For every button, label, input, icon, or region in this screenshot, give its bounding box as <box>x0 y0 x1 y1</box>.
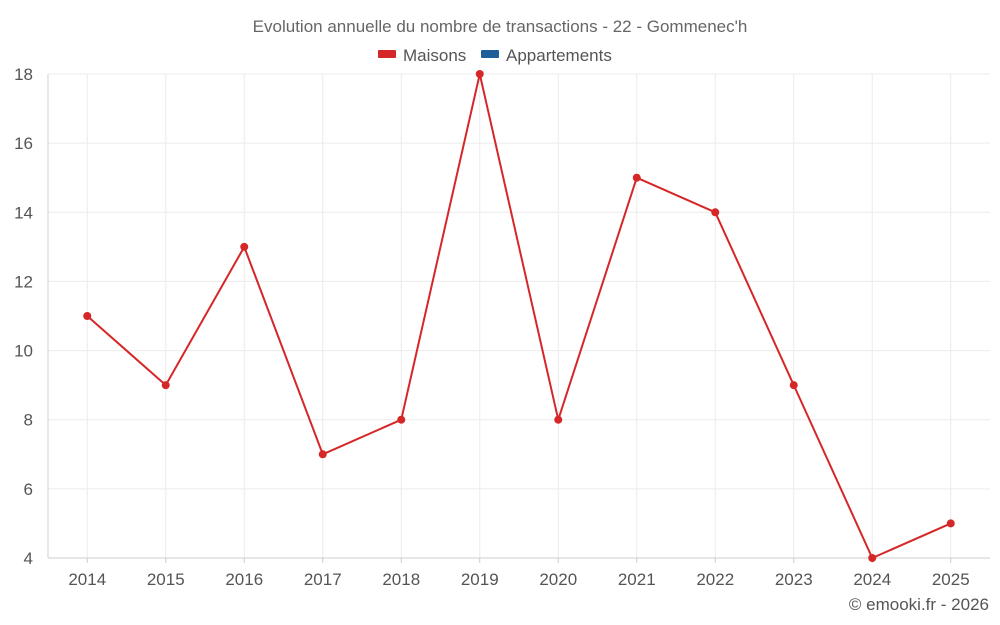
y-axis-tick-labels: 4 6 8 10 12 14 16 18 <box>14 65 33 568</box>
x-tick-label: 2015 <box>147 570 185 589</box>
data-point-maisons <box>711 208 720 217</box>
data-point-maisons <box>789 381 798 390</box>
data-point-maisons <box>83 312 92 320</box>
y-tick-label: 16 <box>14 134 33 153</box>
x-tick-label: 2020 <box>539 570 577 589</box>
y-tick-label: 6 <box>24 480 33 499</box>
chart-legend: Maisons Appartements <box>378 46 612 65</box>
x-tick-label: 2023 <box>775 570 813 589</box>
legend-swatch-appartements <box>481 50 499 58</box>
data-point-maisons <box>632 173 641 182</box>
data-point-maisons <box>868 554 877 562</box>
chart-grid <box>48 73 990 558</box>
x-tick-label: 2022 <box>696 570 734 589</box>
chart-axes <box>47 74 990 563</box>
series-points <box>83 70 955 562</box>
series-line-maisons <box>86 73 952 559</box>
y-tick-label: 4 <box>24 549 33 568</box>
x-tick-label: 2017 <box>304 570 342 589</box>
data-point-maisons <box>946 519 955 528</box>
legend-label-maisons: Maisons <box>403 46 466 65</box>
legend-label-appartements: Appartements <box>506 46 612 65</box>
credit-text: © emooki.fr - 2026 <box>849 595 989 614</box>
y-tick-label: 18 <box>14 65 33 84</box>
x-tick-label: 2021 <box>618 570 656 589</box>
x-tick-label: 2019 <box>461 570 499 589</box>
data-point-maisons <box>475 70 484 78</box>
legend-item-appartements[interactable]: Appartements <box>481 46 612 65</box>
chart-title: Evolution annuelle du nombre de transact… <box>253 17 748 36</box>
y-tick-label: 12 <box>14 272 33 291</box>
data-point-maisons <box>318 450 327 459</box>
y-tick-label: 14 <box>14 203 33 222</box>
x-axis-tick-labels: 2014 2015 2016 2017 2018 2019 2020 2021 2022 2023… <box>68 570 969 589</box>
data-point-maisons <box>397 415 406 424</box>
legend-item-maisons[interactable]: Maisons <box>378 46 466 65</box>
y-tick-label: 8 <box>24 411 33 430</box>
x-tick-label: 2024 <box>853 570 891 589</box>
data-point-maisons <box>240 242 249 251</box>
x-tick-label: 2018 <box>382 570 420 589</box>
x-tick-label: 2014 <box>68 570 106 589</box>
series-lines <box>86 73 952 559</box>
x-tick-label: 2016 <box>225 570 263 589</box>
data-point-maisons <box>554 415 563 424</box>
legend-swatch-maisons <box>378 50 396 58</box>
y-tick-label: 10 <box>14 342 33 361</box>
data-point-maisons <box>161 381 170 390</box>
x-tick-label: 2025 <box>932 570 970 589</box>
